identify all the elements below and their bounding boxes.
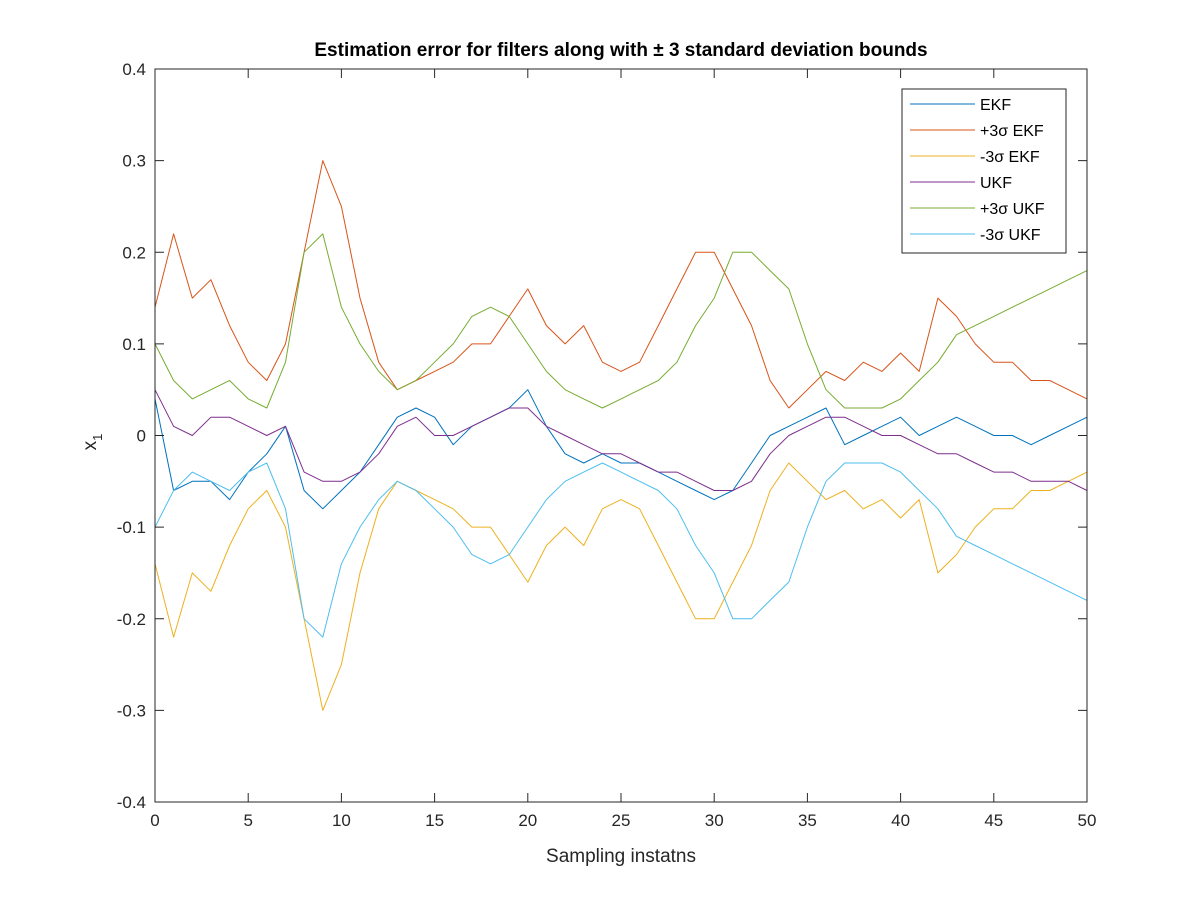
legend-box xyxy=(901,88,1067,254)
x-tick-label-10: 50 xyxy=(1078,811,1097,830)
series-layer xyxy=(154,160,1088,711)
legend-label-3: UKF xyxy=(980,175,1012,192)
y-tick-label-2: -0.2 xyxy=(117,610,146,629)
y-tick-label-0: -0.4 xyxy=(117,793,146,812)
x-tick-label-7: 35 xyxy=(798,811,817,830)
x-tick-label-3: 15 xyxy=(425,811,444,830)
x-tick-label-0: 0 xyxy=(150,811,159,830)
y-tick-label-6: 0.2 xyxy=(122,243,146,262)
chart-title: Estimation error for filters along with … xyxy=(314,40,927,61)
series-line-2 xyxy=(154,462,1088,711)
y-axis-label-subscript: 1 xyxy=(90,434,105,441)
legend-label-0: EKF xyxy=(980,97,1011,114)
legend-label-1: +3σ EKF xyxy=(980,123,1044,140)
x-tick-label-8: 40 xyxy=(891,811,910,830)
legend-label-4: +3σ UKF xyxy=(980,201,1045,218)
series-line-5 xyxy=(154,462,1088,638)
x-tick-label-4: 20 xyxy=(518,811,537,830)
y-tick-label-8: 0.4 xyxy=(122,60,146,79)
y-tick-label-4: 0 xyxy=(137,427,146,446)
series-line-4 xyxy=(154,233,1088,409)
series-line-1 xyxy=(154,160,1088,409)
y-axis-label-main: x xyxy=(80,440,101,450)
y-tick-label-5: 0.1 xyxy=(122,335,146,354)
legend[interactable]: EKF +3σ EKF -3σ EKF UKF +3σ UKF -3σ UKF xyxy=(901,88,1067,254)
y-tick-label-3: -0.1 xyxy=(117,518,146,537)
legend-label-2: -3σ EKF xyxy=(980,149,1040,166)
series-line-0 xyxy=(154,389,1088,510)
legend-label-5: -3σ UKF xyxy=(980,227,1041,244)
x-tick-label-2: 10 xyxy=(332,811,351,830)
x-axis-label: Sampling instatns xyxy=(546,846,696,867)
y-axis-label-group: x1 xyxy=(80,434,105,451)
y-tick-label-1: -0.3 xyxy=(117,701,146,720)
x-tick-label-5: 25 xyxy=(612,811,631,830)
y-axis-label: x1 xyxy=(80,434,105,451)
series-line-3 xyxy=(154,389,1088,491)
x-tick-label-1: 5 xyxy=(243,811,252,830)
y-tick-label-7: 0.3 xyxy=(122,152,146,171)
x-tick-label-6: 30 xyxy=(705,811,724,830)
ticks-layer: 0 5 10 15 20 25 30 35 40 45 50 -0.4 -0.3 -0.2 -0.1 0 0.1… xyxy=(117,60,1097,830)
x-tick-label-9: 45 xyxy=(984,811,1003,830)
